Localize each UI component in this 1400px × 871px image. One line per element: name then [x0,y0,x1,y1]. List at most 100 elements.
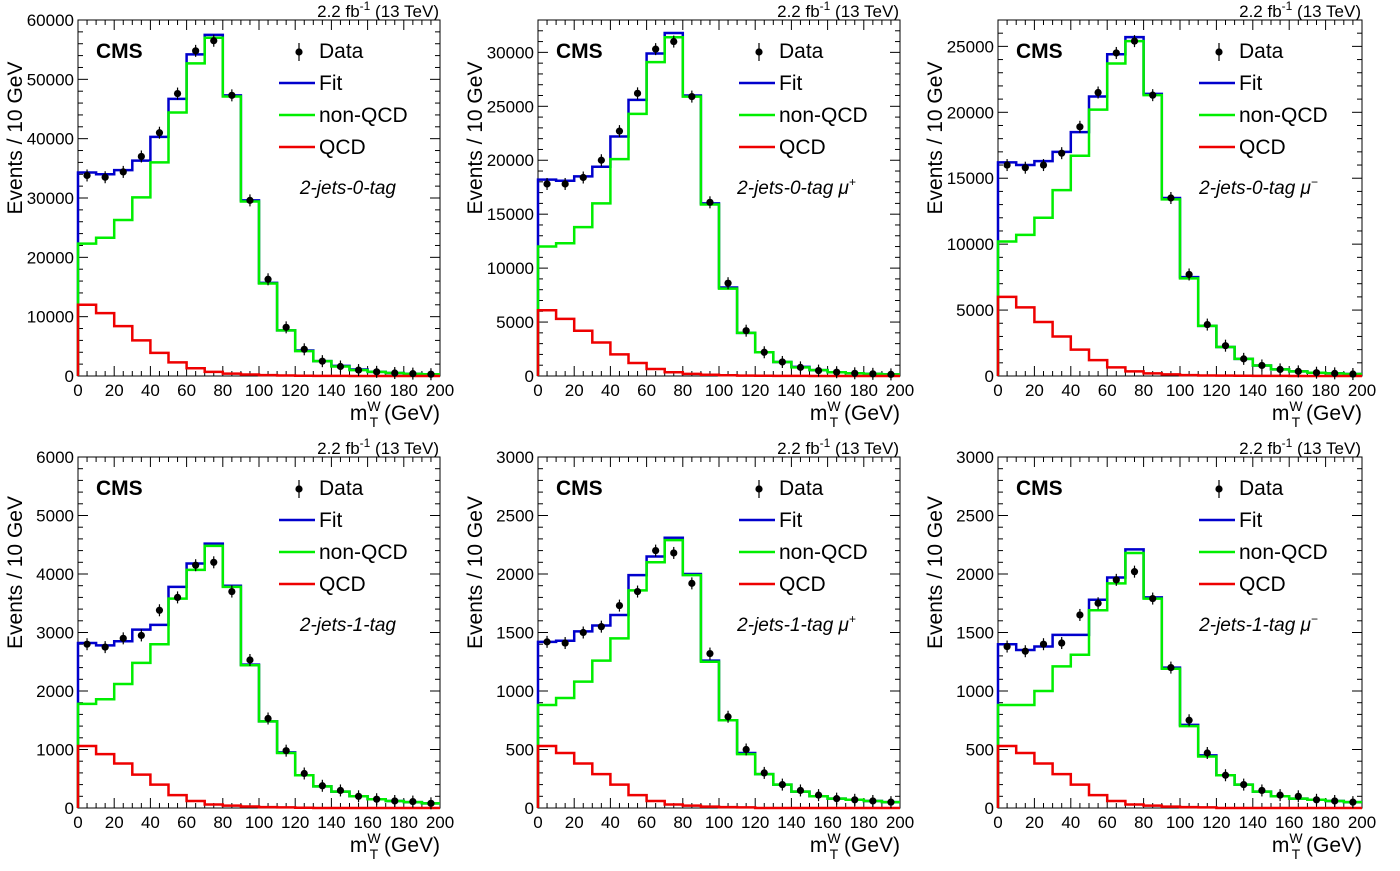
y-tick-label: 1000 [496,682,534,701]
data-point [1039,161,1048,169]
y-tick-label: 0 [525,799,534,818]
y-tick-label: 5000 [36,507,74,526]
data-point [228,587,236,596]
x-axis-label: mW T (GeV) [810,398,900,430]
data-point [83,171,91,180]
y-axis-label: Events / 10 GeV [464,62,487,215]
data-point [1221,771,1230,779]
x-tick-label: 100 [1166,813,1194,832]
x-tick-label: 200 [1348,381,1376,400]
x-tick-label: 0 [533,813,542,832]
x-tick-label: 0 [73,813,82,832]
luminosity-value: 2.2 fb [317,2,360,21]
legend-qcd-label: QCD [1239,573,1286,596]
data-point [318,782,326,790]
data-point [814,367,823,375]
luminosity-value: 2.2 fb [1239,2,1282,21]
x-tick-label: 60 [177,381,196,400]
data-point [579,628,587,637]
x-axis-label-sup: W [367,830,381,846]
luminosity-exponent: -1 [360,436,371,450]
luminosity-exponent: -1 [1282,436,1293,450]
data-point [851,796,859,804]
legend-data-marker [755,48,763,56]
x-tick-label: 0 [993,381,1002,400]
legend-data-marker [1215,48,1223,56]
data-point [1349,798,1357,806]
y-tick-label: 2000 [36,682,74,701]
data-point [210,37,218,45]
x-tick-label: 140 [777,813,805,832]
muon-charge: + [849,175,856,189]
x-tick-label: 140 [1239,813,1267,832]
category-name: 2-jets-0-tag [299,178,397,199]
legend-qcd-label: QCD [1239,136,1286,159]
category-name: 2-jets-1-tag [736,615,834,636]
cms-label: CMS [96,40,143,63]
data-point [264,714,272,723]
luminosity-exponent: -1 [820,436,831,450]
y-axis-label: Events / 10 GeV [924,496,947,649]
data-point [1294,367,1302,375]
muon-symbol: μ [1295,615,1311,636]
y-tick-label: 5000 [496,313,534,332]
y-tick-label: 2500 [496,507,534,526]
data-point [1294,792,1302,800]
y-axis-label: Events / 10 GeV [4,496,27,649]
muon-symbol: μ [833,178,849,199]
data-point [760,769,768,777]
muon-symbol: μ [833,615,849,636]
x-tick-label: 120 [1202,381,1230,400]
data-point [706,649,714,658]
x-tick-label: 0 [993,813,1002,832]
y-tick-label: 10000 [487,259,534,278]
y-tick-label: 2500 [956,507,994,526]
data-point [869,797,877,805]
y-tick-label: 30000 [487,43,534,62]
category-name: 2-jets-1-tag [1198,615,1296,636]
chart-panel-3: 0 20 40 60 80 100 120 140 160 180 200 0 5000 10000 150… [924,0,1376,430]
data-point [300,345,308,353]
data-point [391,797,399,805]
legend-qcd-label: QCD [319,573,366,596]
data-point [1130,37,1139,45]
data-point [796,363,805,371]
x-tick-label: 40 [1061,381,1080,400]
data-point [833,368,841,376]
y-tick-label: 20000 [947,103,994,122]
legend-fit-label: Fit [319,509,342,532]
y-axis-label: Events / 10 GeV [924,62,947,215]
data-point [1258,361,1266,370]
data-point [633,89,642,97]
data-point [814,791,823,799]
category-label: 2-jets-1-tag μ+ [736,612,856,636]
x-axis-label-sup: W [1289,398,1303,414]
data-point [724,713,732,721]
y-tick-label: 2000 [956,565,994,584]
x-tick-label: 20 [565,813,584,832]
y-tick-label: 25000 [487,97,534,116]
cms-label: CMS [96,477,143,500]
x-axis-label: mW T (GeV) [1272,830,1362,862]
data-point [373,368,381,376]
x-axis-label-sup: W [827,830,841,846]
x-axis-label-main: m [350,402,368,425]
x-axis-label-sub: T [1292,846,1301,862]
x-tick-label: 140 [1239,381,1267,400]
x-axis-label: mW T (GeV) [810,830,900,862]
y-axis-label: Events / 10 GeV [4,62,27,215]
energy-label: (13 TeV) [1292,439,1361,458]
chart-panel-2: 0 20 40 60 80 100 120 140 160 180 200 0 5000 10000 150… [464,0,914,430]
x-tick-label: 100 [245,381,273,400]
data-point [210,558,218,566]
data-point [1112,576,1120,584]
data-point [1149,91,1157,99]
legend-fit-label: Fit [319,72,342,95]
x-axis-label-unit: (GeV) [1300,834,1362,857]
data-point [1021,647,1029,655]
luminosity-label: 2.2 fb-1 (13 TeV) [777,0,899,21]
y-tick-label: 500 [966,741,994,760]
legend-data-label: Data [779,477,824,500]
cms-label: CMS [1016,477,1063,500]
data-point [778,781,786,789]
